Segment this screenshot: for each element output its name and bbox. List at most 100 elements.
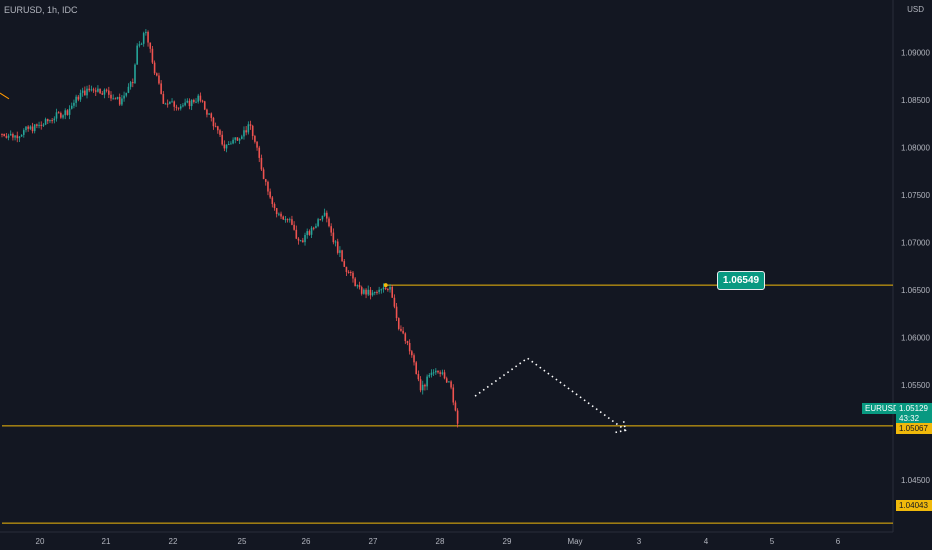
candle: [350, 270, 352, 276]
candle: [142, 31, 145, 47]
candle: [343, 259, 346, 268]
candle: [193, 98, 195, 104]
price-callout[interactable]: 1.06549: [717, 271, 765, 290]
indicator-line: [0, 92, 10, 100]
candle: [132, 78, 134, 88]
candle: [121, 95, 123, 107]
candle: [354, 277, 356, 287]
candle: [68, 105, 71, 120]
level-lines: [0, 92, 893, 524]
candle: [77, 94, 80, 102]
y-tick-label: 1.09000: [901, 48, 930, 57]
last-price-tag: 1.05129: [896, 403, 932, 414]
candle: [273, 202, 276, 211]
candle: [247, 121, 250, 135]
candle: [169, 101, 171, 105]
candle: [295, 225, 298, 240]
y-axis: 1.09000 1.08500 1.08000 1.07500 1.07000 1.065…: [892, 0, 930, 532]
candle: [88, 84, 90, 93]
candle: [326, 210, 328, 223]
x-tick-label: 25: [238, 537, 247, 546]
candle: [389, 284, 391, 293]
candle: [334, 240, 337, 247]
candle: [3, 133, 5, 137]
candle: [352, 270, 354, 283]
candle: [367, 285, 370, 297]
candle: [330, 223, 332, 237]
candle: [302, 237, 304, 243]
x-tick-label: 29: [503, 537, 512, 546]
candle: [454, 400, 457, 412]
candle: [73, 99, 75, 109]
candle: [103, 88, 106, 99]
candle: [267, 180, 269, 196]
candles: [1, 29, 459, 428]
candle: [227, 141, 230, 146]
candle: [439, 370, 441, 377]
candle: [14, 135, 16, 141]
candle: [236, 137, 239, 141]
candle: [415, 361, 417, 375]
candle: [288, 217, 291, 223]
candle: [413, 353, 415, 366]
candle: [387, 287, 389, 292]
y-tick-label: 1.07500: [901, 191, 930, 200]
candle: [136, 43, 138, 65]
projection-line: [474, 357, 626, 431]
candle: [245, 126, 247, 136]
y-tick-label: 1.05500: [901, 381, 930, 390]
candle: [332, 228, 335, 245]
candle: [9, 130, 12, 136]
x-tick-label: 20: [36, 537, 45, 546]
candle: [195, 98, 197, 104]
candle: [179, 104, 182, 111]
candle: [258, 145, 261, 163]
candle: [147, 30, 149, 47]
x-tick-label: 28: [436, 537, 445, 546]
candle: [114, 97, 117, 100]
candle: [254, 134, 256, 144]
candle: [160, 80, 162, 95]
candle: [317, 217, 319, 228]
candle: [101, 91, 104, 96]
candle: [435, 368, 437, 375]
candle: [269, 188, 271, 199]
candle: [112, 94, 114, 100]
candle: [225, 144, 228, 153]
x-tick-label: 6: [836, 537, 841, 546]
candle: [171, 98, 173, 103]
candle: [232, 137, 234, 145]
candle: [402, 326, 404, 335]
candle: [40, 121, 43, 130]
candle: [323, 208, 326, 217]
candle: [53, 116, 56, 124]
candle: [378, 286, 380, 295]
candle: [397, 317, 400, 331]
candle: [129, 80, 132, 90]
candle: [210, 112, 213, 122]
candle: [341, 249, 343, 263]
candle: [29, 125, 32, 131]
candle: [419, 376, 422, 393]
candle: [293, 221, 295, 231]
candle: [5, 132, 8, 139]
candle: [199, 92, 202, 103]
x-tick-label: May: [567, 537, 582, 546]
y-tick-label: 1.06000: [901, 333, 930, 342]
projection-arrowhead: [615, 420, 627, 434]
symbol-label[interactable]: EURUSD, 1h, IDC: [4, 5, 78, 15]
y-tick-label: 1.06500: [901, 286, 930, 295]
candle: [31, 122, 34, 134]
candle: [177, 107, 180, 111]
candle: [208, 113, 210, 115]
level-tag-2: 1.04043: [896, 500, 932, 511]
candle: [384, 287, 387, 291]
candle: [360, 285, 363, 296]
candle: [190, 99, 193, 111]
bar-countdown-tag: 43:32: [896, 413, 932, 424]
candle: [411, 349, 413, 358]
candle: [347, 270, 350, 274]
candle: [243, 126, 245, 140]
candle: [321, 215, 324, 222]
